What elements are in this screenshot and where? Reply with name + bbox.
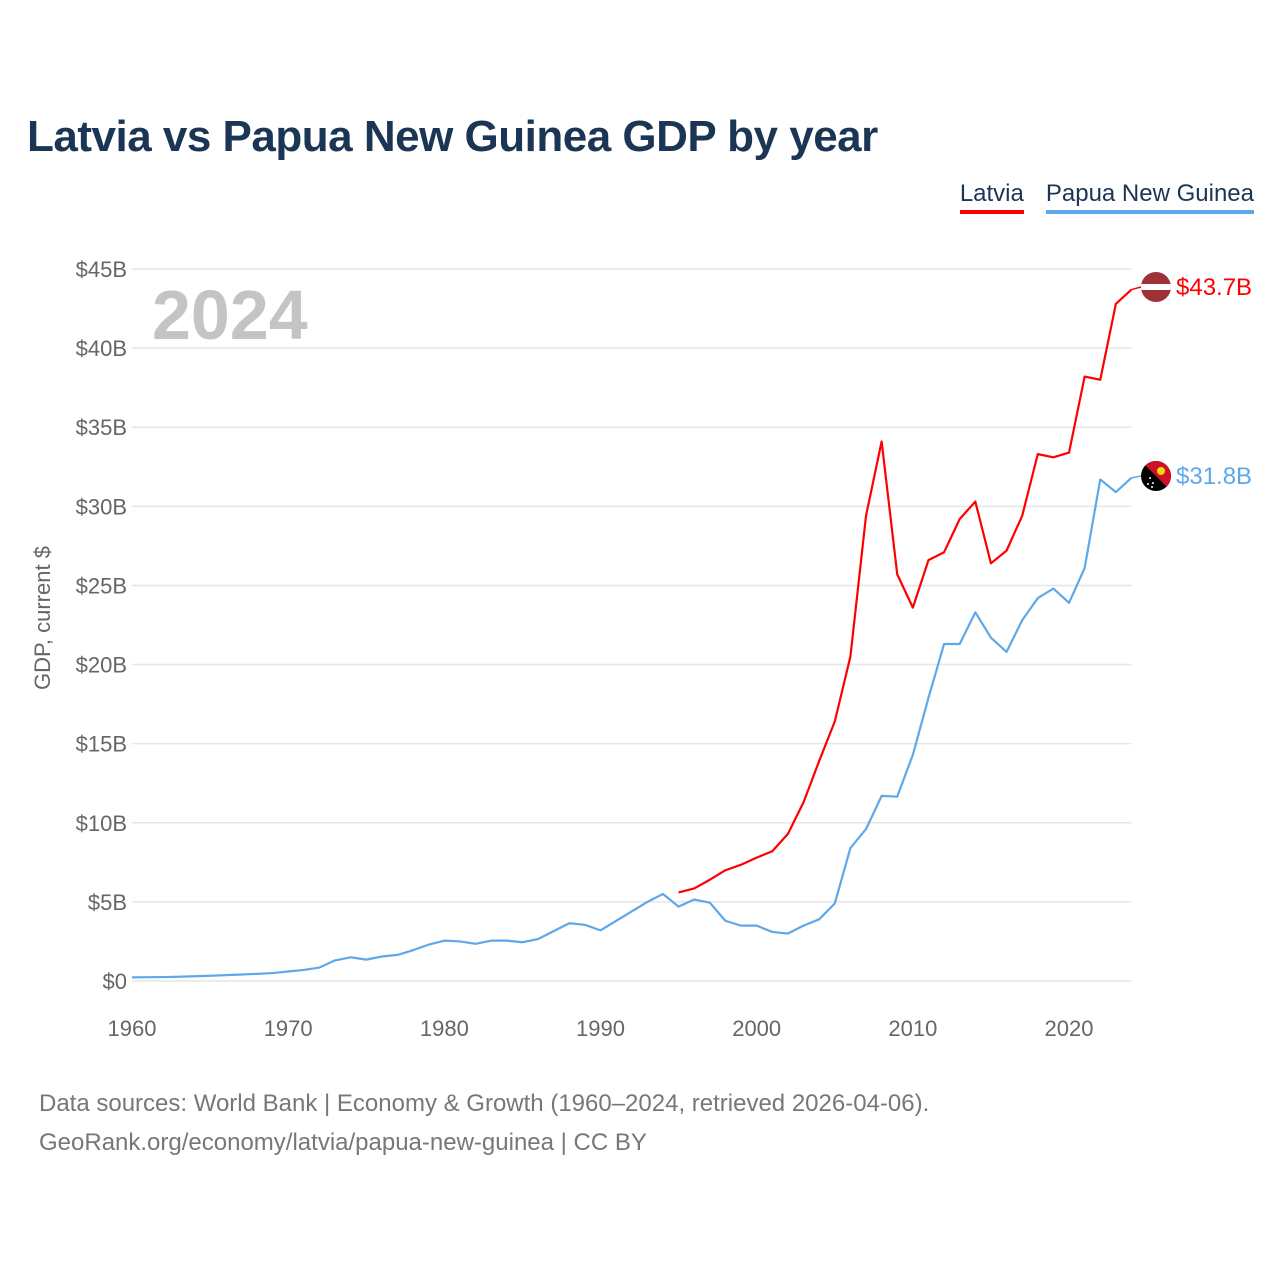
year-overlay: 2024: [152, 276, 308, 354]
end-value-label: $31.8B: [1176, 463, 1252, 490]
flag-bird: [1157, 467, 1165, 475]
latvia-flag-icon: [1141, 272, 1171, 302]
y-tick-label: $30B: [76, 494, 127, 519]
flag-star: [1147, 483, 1149, 485]
x-tick-label: 1980: [420, 1016, 469, 1041]
y-tick-label: $45B: [76, 257, 127, 282]
y-tick-label: $0: [103, 969, 127, 994]
flag-star: [1149, 477, 1151, 479]
series-line-papua-new-guinea[interactable]: [131, 477, 1133, 979]
y-tick-label: $20B: [76, 653, 127, 678]
chart-title: Latvia vs Papua New Guinea GDP by year: [27, 112, 878, 161]
x-tick-label: 2020: [1045, 1016, 1094, 1041]
y-tick-label: $5B: [88, 890, 127, 915]
source-line-1: Data sources: World Bank | Economy & Gro…: [39, 1090, 930, 1117]
x-tick-label: 1970: [264, 1016, 313, 1041]
leader-line: [1131, 475, 1142, 479]
source-line-2[interactable]: GeoRank.org/economy/latvia/papua-new-gui…: [39, 1129, 647, 1156]
x-tick-label: 1960: [108, 1016, 157, 1041]
y-tick-label: $15B: [76, 732, 127, 757]
legend: Latvia Papua New Guinea: [959, 180, 1254, 214]
legend-latvia[interactable]: Latvia: [959, 180, 1024, 214]
y-tick-label: $40B: [76, 336, 127, 361]
y-tick-label: $35B: [76, 415, 127, 440]
series-line-latvia[interactable]: [678, 288, 1133, 894]
source-note: Data sources: World Bank | Economy & Gro…: [39, 1084, 929, 1162]
legend-papua-new-guinea[interactable]: Papua New Guinea: [1045, 180, 1254, 214]
flag-star: [1151, 486, 1153, 488]
flag-body: [1141, 461, 1171, 491]
y-axis-label: GDP, current $: [30, 546, 55, 690]
flag-body: [1141, 272, 1171, 302]
end-value-label: $43.7B: [1176, 274, 1252, 301]
x-tick-label: 1990: [576, 1016, 625, 1041]
papua-new-guinea-flag-icon: [1141, 461, 1171, 491]
leader-line: [1131, 286, 1142, 291]
x-tick-label: 2000: [732, 1016, 781, 1041]
y-tick-label: $10B: [76, 811, 127, 836]
flag-white-stripe: [1141, 284, 1171, 290]
x-tick-label: 2010: [888, 1016, 937, 1041]
flag-star: [1152, 482, 1154, 484]
y-tick-label: $25B: [76, 573, 127, 598]
